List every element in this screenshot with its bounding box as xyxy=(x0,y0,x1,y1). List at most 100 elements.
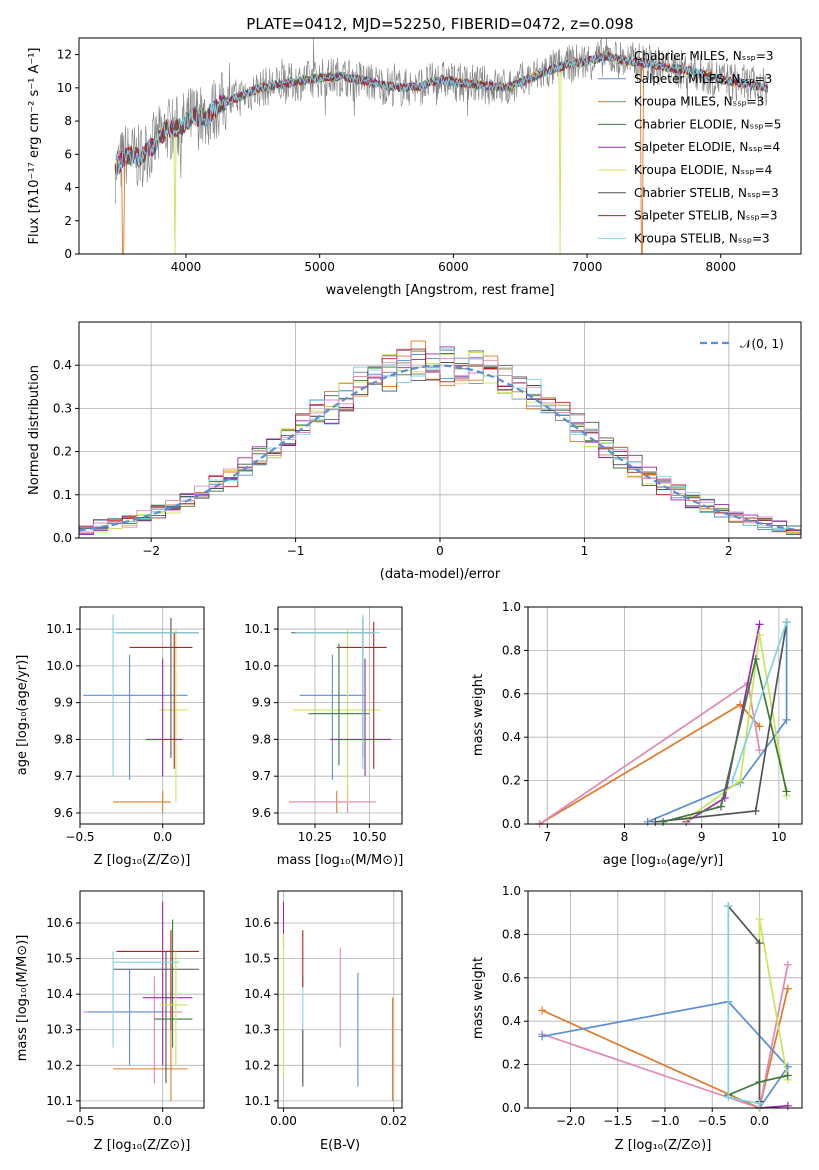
weight-marker xyxy=(755,939,764,948)
weight-line xyxy=(731,621,788,781)
weight-marker xyxy=(538,1006,547,1015)
weight-line xyxy=(727,906,760,1105)
y-tick-label: 10.4 xyxy=(46,987,73,1001)
spectrum-xlabel: wavelength [Angstrom, rest frame] xyxy=(326,283,555,298)
x-tick-label: 4000 xyxy=(171,260,202,274)
weight-line xyxy=(685,635,788,821)
spectrum-panel: 4000 5000 6000 7000 8000 0 2 4 6 8 10 12 Chabrier MI… xyxy=(57,37,802,274)
residual-xlabel: (data-model)/error xyxy=(380,567,501,582)
weight-vs-metallicity-panel: −2.0 −1.5 −1.0 −0.5 0.0 0.0 0.2 0.4 0.6 0.8 1.0 xyxy=(502,884,803,1128)
y-tick-label: 9.7 xyxy=(54,769,73,783)
axes-frame xyxy=(277,890,403,1109)
age-vs-mass-panel: 10.25 10.50 9.6 9.7 9.8 9.9 10.0 10.1 xyxy=(244,606,403,844)
x-tick-label: 8 xyxy=(621,830,629,844)
y-tick-label: 10.6 xyxy=(46,916,73,930)
y-tick-label: 1.0 xyxy=(502,600,521,614)
y-tick-label: 2 xyxy=(64,214,72,228)
y-tick-label: 10.5 xyxy=(244,952,271,966)
residual-histogram-panel: −2 −1 0 1 2 0.0 0.1 0.2 0.3 0.4 xyxy=(53,321,802,558)
y-tick-label: 0.1 xyxy=(53,488,72,502)
weight-marker xyxy=(755,1099,764,1108)
y-tick-label: 1.0 xyxy=(502,884,521,898)
y-tick-label: 10.5 xyxy=(46,952,73,966)
axes-frame xyxy=(527,606,803,825)
x-tick-label: 6000 xyxy=(438,260,469,274)
y-tick-label: 0.4 xyxy=(502,1014,521,1028)
y-tick-label: 10.1 xyxy=(46,1094,73,1108)
legend-entry: Chabrier MILES, Nₛₛₚ=3 xyxy=(634,49,774,63)
residual-ylabel: Normed distribution xyxy=(27,365,42,495)
legend-entry: Salpeter STELIB, Nₛₛₚ=3 xyxy=(634,209,778,223)
y-tick-label: 12 xyxy=(57,48,72,62)
weight-marker xyxy=(716,802,725,811)
x-tick-label: 10.25 xyxy=(298,830,332,844)
legend-entry: Chabrier STELIB, Nₛₛₚ=3 xyxy=(634,186,779,200)
x-tick-label: 7 xyxy=(543,830,551,844)
legend-entry: Kroupa ELODIE, Nₛₛₚ=4 xyxy=(634,163,772,177)
spectrum-line xyxy=(114,52,768,178)
y-tick-label: 10 xyxy=(57,81,72,95)
y-tick-label: 0.0 xyxy=(502,1101,521,1115)
y-tick-label: 9.7 xyxy=(252,769,271,783)
y-tick-label: 0.3 xyxy=(53,401,72,415)
weight-line xyxy=(647,622,788,823)
mass-vs-extinction-panel: 0.00 0.02 10.1 10.2 10.3 10.4 10.5 10.6 xyxy=(244,890,407,1128)
y-tick-label: 10.1 xyxy=(244,1094,271,1108)
y-tick-label: 0.2 xyxy=(53,445,72,459)
x-tick-label: −2.0 xyxy=(556,1114,585,1128)
weight-marker xyxy=(751,806,760,815)
x-tick-label: 10 xyxy=(771,830,786,844)
y-tick-label: 0.6 xyxy=(502,971,521,985)
weight-marker xyxy=(720,793,729,802)
gaussian-legend-label: 𝒩(0, 1) xyxy=(740,337,784,351)
figure-title: PLATE=0412, MJD=52250, FIBERID=0472, z=0… xyxy=(246,15,633,33)
y-tick-label: 9.9 xyxy=(54,696,73,710)
legend-entry: Salpeter MILES, Nₛₛₚ=3 xyxy=(634,72,772,86)
y-tick-label: 0.4 xyxy=(502,730,521,744)
spectrum-line xyxy=(114,37,768,205)
wZ-ylabel: mass weight xyxy=(471,957,486,1039)
y-tick-label: 0.8 xyxy=(502,927,521,941)
y-tick-label: 10.3 xyxy=(46,1023,73,1037)
y-tick-label: 4 xyxy=(64,181,72,195)
y-tick-label: 10.3 xyxy=(244,1023,271,1037)
weight-marker xyxy=(538,1032,547,1041)
axes-frame xyxy=(79,606,205,825)
weight-marker xyxy=(736,776,745,785)
weight-marker xyxy=(755,722,764,731)
y-tick-label: 0.2 xyxy=(502,1058,521,1072)
legend-entry: Salpeter ELODIE, Nₛₛₚ=4 xyxy=(634,140,780,154)
weight-line xyxy=(539,681,761,825)
weight-marker xyxy=(724,1093,733,1102)
y-tick-label: 10.0 xyxy=(46,659,73,673)
x-tick-label: 0 xyxy=(436,544,444,558)
y-tick-label: 10.1 xyxy=(46,622,73,636)
x-tick-label: 0.0 xyxy=(750,1114,769,1128)
spectrum-ylabel: Flux [fλ10⁻¹⁷ erg cm⁻² s⁻¹ A⁻¹] xyxy=(27,48,42,245)
x-tick-label: 7000 xyxy=(572,260,603,274)
axes-frame xyxy=(78,37,802,255)
x-tick-label: 1 xyxy=(581,544,589,558)
weight-marker xyxy=(783,1101,792,1110)
weight-marker xyxy=(783,1071,792,1080)
x-tick-label: 0.0 xyxy=(153,1114,172,1128)
y-tick-label: 9.8 xyxy=(54,732,73,746)
axes-frame xyxy=(79,890,205,1109)
weight-marker xyxy=(724,902,733,911)
weight-line xyxy=(542,1000,789,1109)
x-tick-label: 0.00 xyxy=(270,1114,297,1128)
x-tick-label: −2 xyxy=(142,544,160,558)
wZ-xlabel: Z [log₁₀(Z/Z⊙)] xyxy=(615,1138,712,1153)
weight-line xyxy=(662,658,788,823)
weight-marker xyxy=(783,984,792,993)
y-tick-label: 8 xyxy=(64,114,72,128)
y-tick-label: 0.4 xyxy=(53,358,72,372)
axes-frame xyxy=(277,606,403,825)
y-tick-label: 9.6 xyxy=(252,806,271,820)
x-tick-label: 9 xyxy=(698,830,706,844)
massZ-xlabel: Z [log₁₀(Z/Z⊙)] xyxy=(94,1138,191,1153)
x-tick-label: 5000 xyxy=(304,260,335,274)
legend-entry: Kroupa STELIB, Nₛₛₚ=3 xyxy=(634,231,770,245)
x-tick-label: −1 xyxy=(287,544,305,558)
weight-marker xyxy=(755,620,764,629)
